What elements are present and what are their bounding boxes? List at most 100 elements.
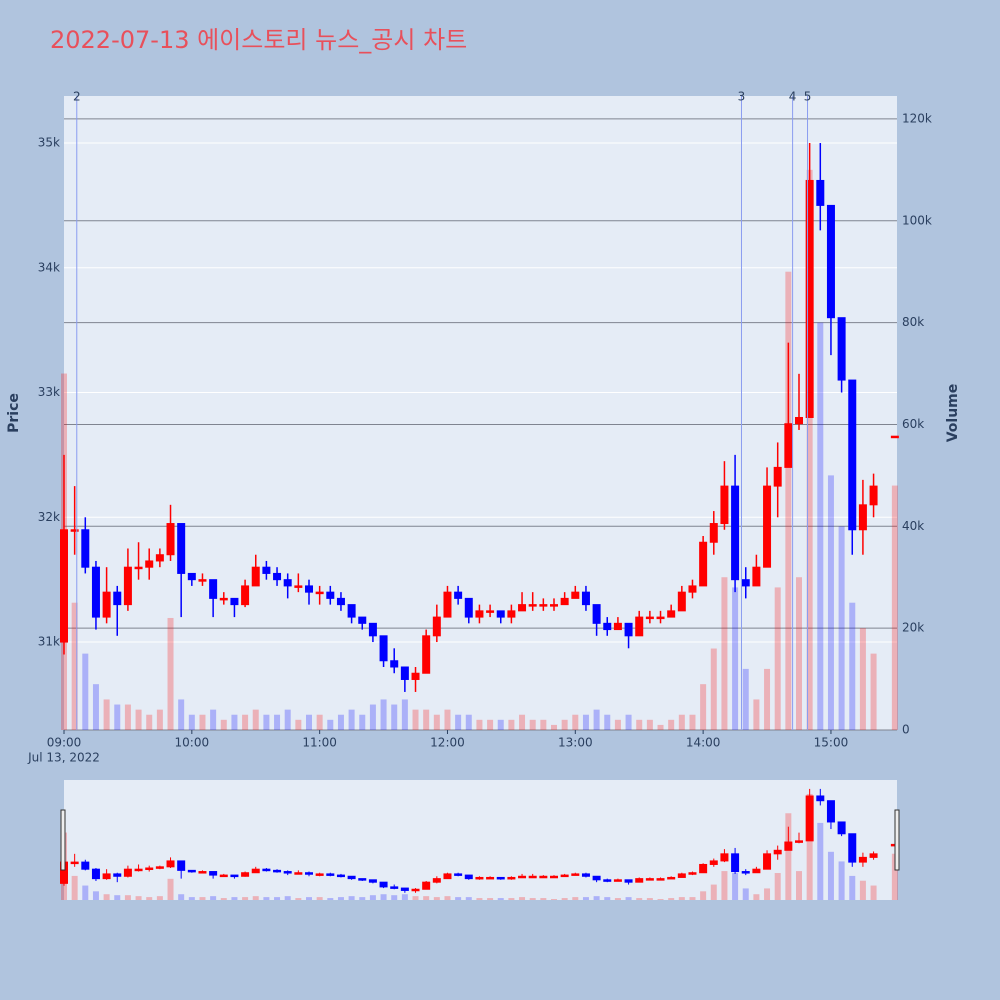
volume-bar [103, 894, 110, 900]
x-tick-label: 11:00 [302, 736, 337, 750]
y-tick-label: 35k [38, 136, 60, 150]
volume-bar [284, 709, 291, 730]
volume-bar [359, 897, 366, 900]
volume-bar [146, 714, 153, 730]
volume-bar [124, 895, 131, 900]
candle-body [528, 604, 537, 607]
volume-bar [124, 704, 131, 730]
candle-body [91, 868, 100, 880]
candle-body [741, 579, 750, 587]
volume-bar [348, 709, 355, 730]
volume-bar [114, 704, 121, 730]
volume-bar [668, 719, 675, 730]
candle-body [219, 597, 228, 601]
candle-body [539, 875, 548, 879]
volume-bar [210, 709, 217, 730]
volume-bar [785, 271, 792, 730]
volume-bar [497, 898, 504, 900]
slider-handle[interactable] [894, 809, 900, 871]
candle-body [550, 604, 558, 607]
volume-bar [614, 719, 621, 730]
candle-body [816, 179, 825, 206]
candle-body [720, 853, 729, 862]
candle-body [177, 860, 186, 871]
volume-bar [391, 895, 398, 900]
candle-body [336, 874, 345, 878]
candle-body [166, 860, 175, 868]
candle-body [209, 871, 218, 876]
candle-body [784, 841, 793, 851]
volume-bar [668, 898, 675, 900]
candle-body [102, 591, 111, 618]
candle-body [422, 881, 431, 890]
candle-body [60, 529, 68, 643]
volume-bar [455, 897, 462, 900]
volume-bar [849, 602, 856, 730]
candle-body [795, 416, 803, 425]
volume-bar [764, 888, 771, 900]
y2-tick-label: 80k [902, 315, 924, 329]
candle-body [571, 591, 580, 599]
volume-bar [646, 719, 653, 730]
candle-body [763, 485, 772, 568]
volume-bar [220, 719, 227, 730]
y2-tick-label: 20k [902, 621, 924, 635]
candle-body [411, 888, 420, 892]
volume-bar [849, 875, 856, 900]
plot-area [64, 96, 897, 730]
volume-bar [721, 871, 728, 900]
candle-body [507, 610, 516, 618]
volume-bar [529, 719, 536, 730]
candle-body [347, 604, 356, 618]
x-tick-label: 14:00 [686, 736, 721, 750]
candle-body [326, 873, 335, 876]
volume-bar [476, 898, 483, 900]
volume-bar [252, 896, 259, 900]
volume-bar [114, 895, 121, 900]
volume-bar [551, 899, 557, 900]
candle-body [464, 874, 473, 880]
candle-body [518, 875, 527, 879]
volume-bar [199, 897, 206, 900]
volume-bar [327, 719, 334, 730]
candle-body [656, 616, 665, 620]
volume-bar [178, 699, 185, 730]
volume-bar [465, 897, 472, 900]
candle-body [155, 554, 164, 562]
candle-body [70, 529, 79, 532]
volume-bar [806, 793, 813, 900]
volume-bar [156, 709, 163, 730]
candle-body [486, 610, 495, 613]
slider-handle[interactable] [60, 809, 66, 871]
volume-bar [316, 897, 323, 900]
y2-tick-label: 0 [902, 723, 910, 737]
candle-body [400, 666, 409, 680]
volume-bar [870, 653, 877, 730]
candle-body [134, 566, 143, 570]
volume-bar [412, 709, 419, 730]
candle-body [624, 622, 633, 637]
volume-bar [646, 898, 653, 900]
volume-bar [82, 885, 89, 900]
candle-body [283, 871, 292, 874]
candle-body [635, 616, 644, 637]
volume-bar [263, 714, 270, 730]
volume-bar [572, 897, 579, 900]
candle-body [123, 566, 132, 606]
volume-bar [700, 684, 707, 730]
range-slider[interactable] [64, 780, 897, 900]
candle-body [368, 622, 377, 637]
volume-bar [274, 714, 281, 730]
volume-bar [348, 896, 355, 900]
candle-body [166, 523, 175, 556]
volume-bar [306, 897, 312, 900]
candle-body [294, 585, 303, 588]
volume-bar [742, 668, 749, 730]
candle-body [592, 604, 601, 624]
candle-body [81, 529, 90, 568]
volume-bar [742, 888, 749, 900]
volume-bar [732, 587, 739, 730]
volume-bar [561, 898, 568, 900]
volume-bar [92, 891, 99, 900]
